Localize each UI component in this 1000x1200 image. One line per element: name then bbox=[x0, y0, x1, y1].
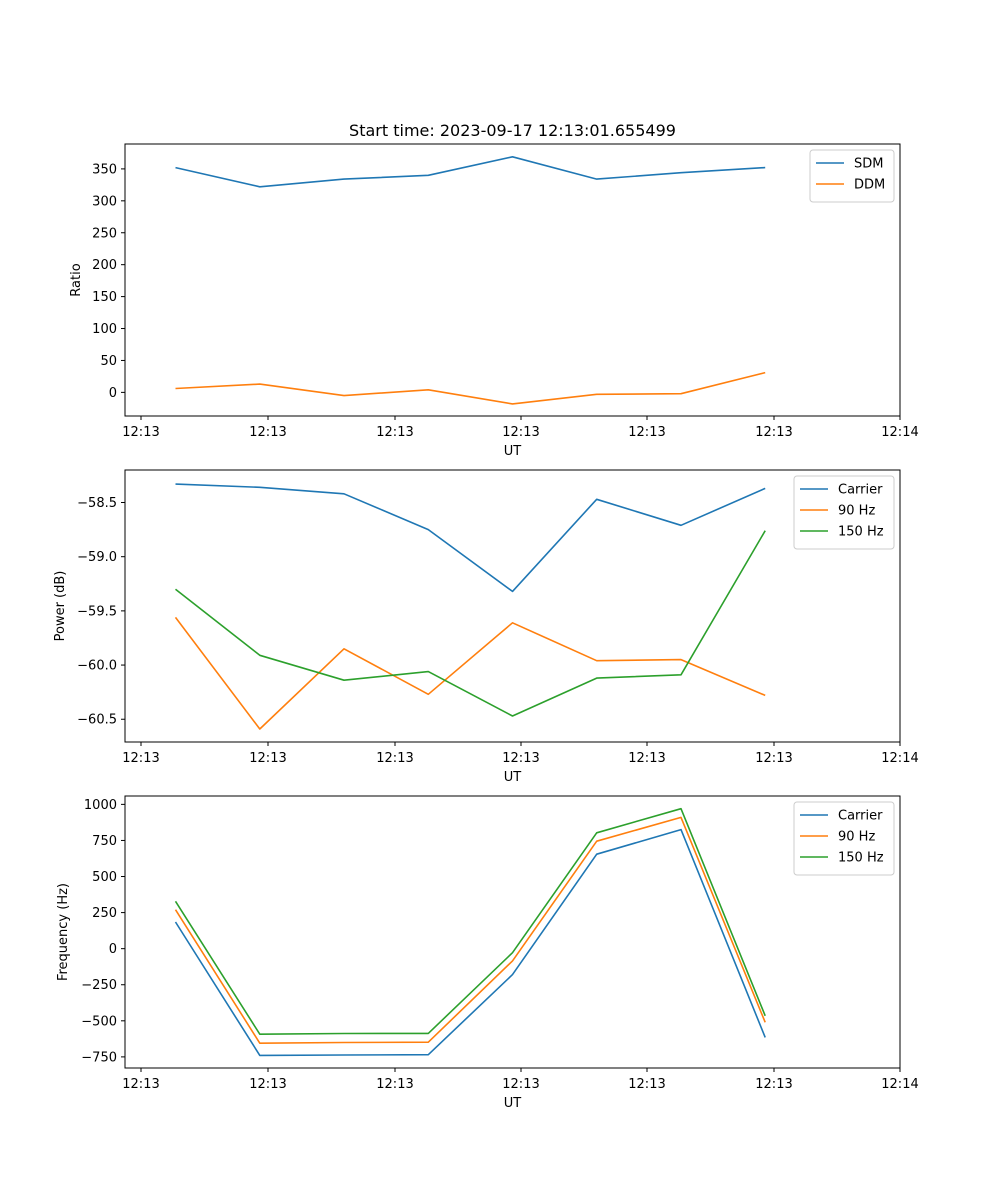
plot-area bbox=[124, 795, 901, 1069]
frequency-panel: 12:13 12:13 12:13 12:13 12:13 12:13 12:14 1000 7… bbox=[56, 795, 919, 1111]
legend: Carrier 90 Hz 150 Hz bbox=[793, 801, 895, 876]
y-axis-label: Frequency (Hz) bbox=[56, 883, 71, 981]
y-tick-label: 750 bbox=[92, 834, 117, 849]
x-tick-label: 12:14 bbox=[881, 1077, 918, 1092]
y-tick-label: 50 bbox=[100, 354, 117, 369]
y-tick-label: 150 bbox=[92, 290, 117, 305]
legend-label: 150 Hz bbox=[838, 525, 884, 540]
series-line-ddm bbox=[175, 371, 766, 405]
y-tick-label: 0 bbox=[109, 386, 117, 401]
series-line-150-hz bbox=[175, 530, 766, 717]
y-tick-label: 0 bbox=[109, 942, 117, 957]
power-panel: 12:13 12:13 12:13 12:13 12:13 12:13 12:14 −58.5… bbox=[53, 469, 919, 785]
series-line-90-hz bbox=[174, 616, 766, 730]
x-tick-label: 12:14 bbox=[881, 751, 918, 766]
x-axis-label: UT bbox=[504, 1096, 522, 1111]
x-tick-label: 12:13 bbox=[122, 1077, 159, 1092]
legend-label: Carrier bbox=[838, 809, 883, 824]
y-tick-label: −250 bbox=[81, 978, 117, 993]
x-tick-label: 12:13 bbox=[628, 425, 665, 440]
y-axis-label: Power (dB) bbox=[53, 571, 68, 642]
y-tick-label: 500 bbox=[92, 870, 117, 885]
x-tick-label: 12:13 bbox=[755, 425, 792, 440]
x-tick-label: 12:13 bbox=[628, 751, 665, 766]
y-tick-label: 250 bbox=[92, 906, 117, 921]
legend: SDM DDM bbox=[809, 149, 895, 203]
x-tick-label: 12:13 bbox=[122, 751, 159, 766]
x-tick-label: 12:13 bbox=[502, 751, 539, 766]
legend-label: 90 Hz bbox=[838, 504, 875, 519]
y-tick-label: −60.5 bbox=[77, 713, 117, 728]
y-tick-label: 350 bbox=[92, 162, 117, 177]
plot-area bbox=[124, 143, 901, 417]
legend-label: 90 Hz bbox=[838, 830, 875, 845]
series-line-carrier bbox=[175, 483, 766, 593]
y-tick-label: −59.0 bbox=[77, 550, 117, 565]
legend-label: SDM bbox=[854, 157, 883, 172]
y-tick-label: −58.5 bbox=[77, 496, 117, 511]
y-tick-label: −60.0 bbox=[77, 659, 117, 674]
y-tick-label: −500 bbox=[81, 1014, 117, 1029]
x-tick-label: 12:13 bbox=[755, 1077, 792, 1092]
y-tick-label: 250 bbox=[92, 226, 117, 241]
ratio-panel: 12:13 12:13 12:13 12:13 12:13 12:13 12:14 0 50 10… bbox=[69, 121, 919, 459]
x-tick-label: 12:13 bbox=[502, 1077, 539, 1092]
x-tick-label: 12:13 bbox=[376, 425, 413, 440]
y-tick-label: −750 bbox=[81, 1050, 117, 1065]
y-axis-label: Ratio bbox=[69, 263, 84, 296]
x-axis-label: UT bbox=[504, 770, 522, 785]
plot-area bbox=[124, 469, 901, 743]
x-tick-label: 12:13 bbox=[755, 751, 792, 766]
series-line-carrier bbox=[174, 828, 766, 1057]
x-tick-label: 12:13 bbox=[122, 425, 159, 440]
x-tick-label: 12:13 bbox=[249, 425, 286, 440]
x-tick-label: 12:13 bbox=[249, 751, 286, 766]
legend: Carrier 90 Hz 150 Hz bbox=[793, 475, 895, 550]
y-tick-label: −59.5 bbox=[77, 604, 117, 619]
series-line-90-hz bbox=[174, 816, 766, 1044]
x-tick-label: 12:13 bbox=[376, 1077, 413, 1092]
x-tick-label: 12:13 bbox=[628, 1077, 665, 1092]
y-tick-label: 300 bbox=[92, 194, 117, 209]
x-axis-label: UT bbox=[504, 444, 522, 459]
y-tick-label: 1000 bbox=[84, 798, 117, 813]
legend-label: DDM bbox=[854, 178, 885, 193]
series-line-150-hz bbox=[174, 807, 766, 1035]
series-line-sdm bbox=[175, 156, 766, 188]
legend-label: 150 Hz bbox=[838, 851, 884, 866]
x-tick-label: 12:13 bbox=[376, 751, 413, 766]
y-tick-label: 100 bbox=[92, 322, 117, 337]
legend-label: Carrier bbox=[838, 483, 883, 498]
x-tick-label: 12:13 bbox=[249, 1077, 286, 1092]
chart-title: Start time: 2023-09-17 12:13:01.655499 bbox=[349, 121, 676, 140]
x-tick-label: 12:13 bbox=[502, 425, 539, 440]
x-tick-label: 12:14 bbox=[881, 425, 918, 440]
y-tick-label: 200 bbox=[92, 258, 117, 273]
